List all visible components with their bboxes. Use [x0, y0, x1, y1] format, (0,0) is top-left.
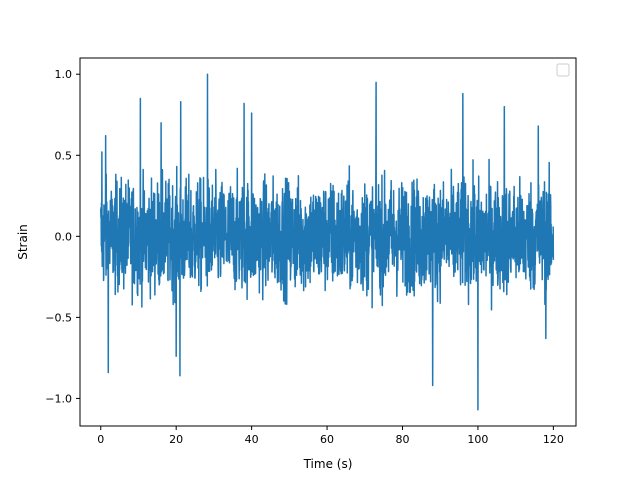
y-axis-label: Strain [16, 224, 30, 260]
axes-frame [79, 57, 577, 427]
x-tick-label: 100 [467, 433, 488, 446]
x-axis-label: Time (s) [303, 457, 353, 471]
strain-series-line [100, 73, 555, 411]
x-tick-label: 40 [245, 433, 259, 446]
x-tick-label: 80 [395, 433, 409, 446]
x-tick-label: 0 [97, 433, 104, 446]
x-axis-ticks: 0 20 40 60 80 100 120 [97, 426, 564, 446]
plot-frame [79, 57, 577, 427]
y-axis-ticks: −1.0 −0.5 0.0 0.5 1.0 [45, 68, 80, 405]
y-tick-label: 1.0 [55, 68, 73, 81]
x-tick-label: 20 [169, 433, 183, 446]
series-layer [100, 73, 555, 411]
x-tick-label: 120 [543, 433, 564, 446]
y-tick-label: 0.0 [55, 230, 73, 243]
legend-box [556, 63, 570, 77]
y-tick-label: −0.5 [45, 311, 72, 324]
x-tick-label: 60 [320, 433, 334, 446]
plot-area [100, 73, 555, 411]
y-tick-label: −1.0 [45, 392, 72, 405]
y-tick-label: 0.5 [55, 149, 73, 162]
